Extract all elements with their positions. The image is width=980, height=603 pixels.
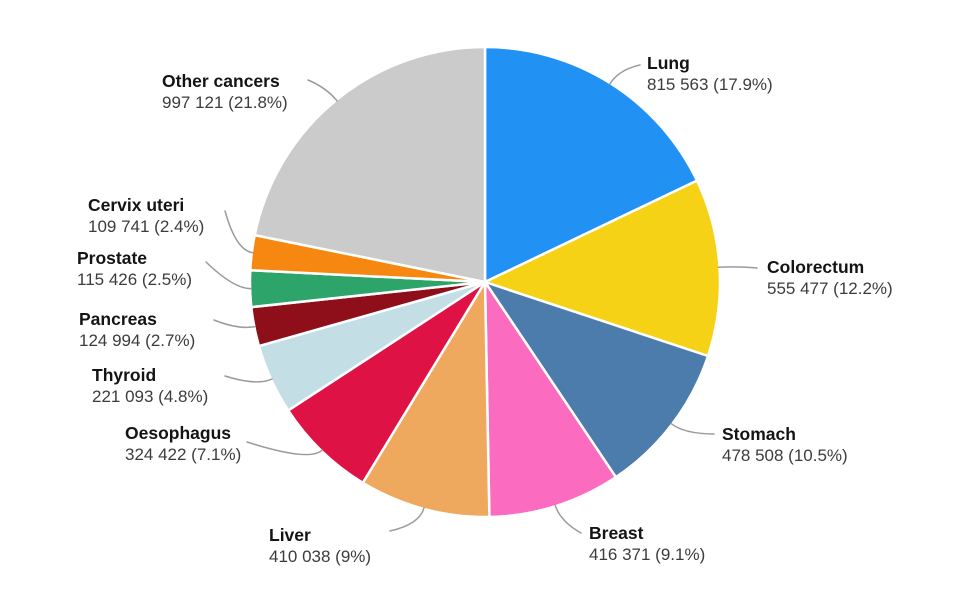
slice-label-detail: 109 741 (2.4%) xyxy=(88,217,205,237)
slice-label-colorectum: Colorectum 555 477 (12.2%) xyxy=(767,257,893,300)
slice-label-oesophagus: Oesophagus 324 422 (7.1%) xyxy=(125,423,241,466)
slice-label-stomach: Stomach 478 508 (10.5%) xyxy=(722,424,848,467)
slice-label-name: Other cancers xyxy=(162,71,280,91)
slice-label-pancreas: Pancreas 124 994 (2.7%) xyxy=(79,309,195,352)
slice-label-detail: 815 563 (17.9%) xyxy=(647,75,773,95)
leader-line-colorectum xyxy=(717,266,758,269)
slice-label-name: Liver xyxy=(269,525,311,545)
slice-label-name: Stomach xyxy=(722,424,796,444)
slice-label-detail: 324 422 (7.1%) xyxy=(125,445,242,465)
leader-line-thyroid xyxy=(224,375,273,383)
leader-line-pancreas xyxy=(213,319,257,329)
slice-label-other-cancers: Other cancers 997 121 (21.8%) xyxy=(162,71,288,114)
slice-label-detail: 221 093 (4.8%) xyxy=(92,387,209,407)
slice-label-thyroid: Thyroid 221 093 (4.8%) xyxy=(92,365,208,408)
slice-label-name: Lung xyxy=(647,53,690,73)
slice-label-name: Thyroid xyxy=(92,365,157,385)
leader-line-stomach xyxy=(670,422,715,435)
slice-label-detail: 124 994 (2.7%) xyxy=(79,331,196,351)
slice-label-breast: Breast 416 371 (9.1%) xyxy=(589,523,705,566)
slice-label-cervix-uteri: Cervix uteri 109 741 (2.4%) xyxy=(88,195,204,238)
slice-label-detail: 410 038 (9%) xyxy=(269,547,372,567)
slice-label-name: Cervix uteri xyxy=(88,195,185,215)
leader-line-breast xyxy=(554,504,582,534)
slice-label-detail: 555 477 (12.2%) xyxy=(767,279,893,299)
leader-line-cervix-uteri xyxy=(224,210,254,254)
slice-label-detail: 115 426 (2.5%) xyxy=(77,270,192,290)
slice-label-detail: 416 371 (9.1%) xyxy=(589,545,706,565)
slice-label-liver: Liver 410 038 (9%) xyxy=(269,525,371,568)
slice-label-detail: 997 121 (21.8%) xyxy=(162,93,288,113)
leader-line-oesophagus xyxy=(246,441,323,456)
leader-line-other-cancers xyxy=(307,79,338,102)
slice-label-name: Prostate xyxy=(77,248,148,268)
slice-label-name: Oesophagus xyxy=(125,423,231,443)
slice-label-name: Colorectum xyxy=(767,257,865,277)
leader-line-liver xyxy=(389,507,425,532)
slice-label-name: Breast xyxy=(589,523,644,543)
slice-label-prostate: Prostate 115 426 (2.5%) xyxy=(77,248,192,291)
leader-line-lung xyxy=(609,64,641,85)
slice-label-detail: 478 508 (10.5%) xyxy=(722,446,848,466)
slice-label-name: Pancreas xyxy=(79,309,157,329)
leader-line-prostate xyxy=(205,261,252,290)
slice-label-lung: Lung 815 563 (17.9%) xyxy=(647,53,773,96)
